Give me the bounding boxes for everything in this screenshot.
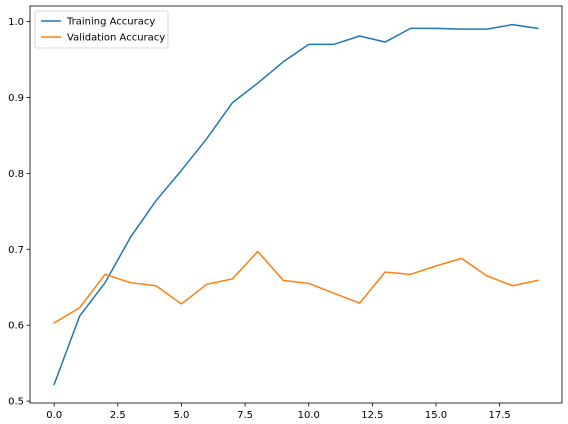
y-tick-label: 0.6 [8,321,24,332]
x-tick-label: 15.0 [425,410,447,421]
x-tick-label: 10.0 [298,410,320,421]
legend-label: Training Accuracy [66,17,155,28]
legend: Training Accuracy Validation Accuracy [35,11,168,48]
y-tick-label: 0.8 [8,169,24,180]
x-tick-label: 12.5 [361,410,383,421]
x-tick-label: 5.0 [174,410,190,421]
y-tick-label: 1.0 [8,17,24,28]
y-tick-label: 0.9 [8,93,24,104]
x-tick-label: 17.5 [489,410,511,421]
x-tick-label: 2.5 [110,410,126,421]
legend-label: Validation Accuracy [67,33,165,44]
y-tick-label: 0.5 [8,397,24,408]
x-tick-label: 0.0 [46,410,62,421]
y-tick-label: 0.7 [8,245,24,256]
x-tick-label: 7.5 [237,410,253,421]
